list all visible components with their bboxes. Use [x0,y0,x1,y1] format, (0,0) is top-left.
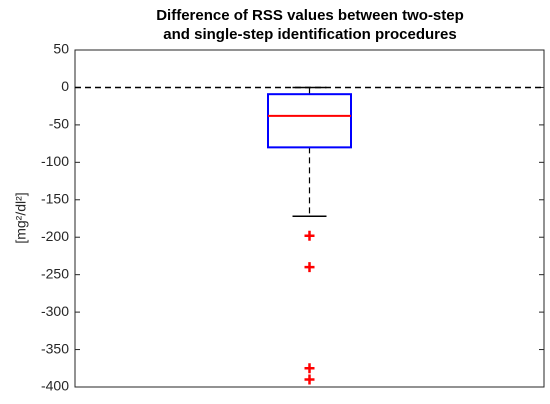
box [267,93,352,149]
y-tick-label: -250 [41,265,69,281]
y-tick-label: -100 [41,153,69,169]
outlier [304,374,315,385]
y-axis-label: [mg²/dl²] [13,192,29,243]
y-tick-label: 50 [53,41,69,57]
y-tick-label: -50 [49,116,69,132]
axes-frame [74,49,545,388]
y-tick-label: -400 [41,378,69,394]
y-tick-label: 0 [61,78,69,94]
chart-title: and single-step identification procedure… [163,26,456,43]
outlier [304,363,315,374]
y-tick-label: -200 [41,228,69,244]
y-tick-label: -350 [41,340,69,356]
y-tick-label: -150 [41,190,69,206]
outlier [304,262,315,273]
y-tick-label: -300 [41,303,69,319]
chart-title: Difference of RSS values between two-ste… [156,7,464,24]
outlier [304,230,315,241]
